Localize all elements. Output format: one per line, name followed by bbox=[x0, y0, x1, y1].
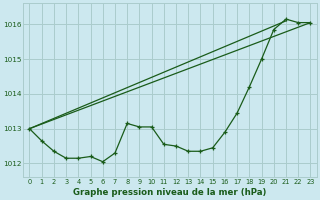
X-axis label: Graphe pression niveau de la mer (hPa): Graphe pression niveau de la mer (hPa) bbox=[73, 188, 267, 197]
